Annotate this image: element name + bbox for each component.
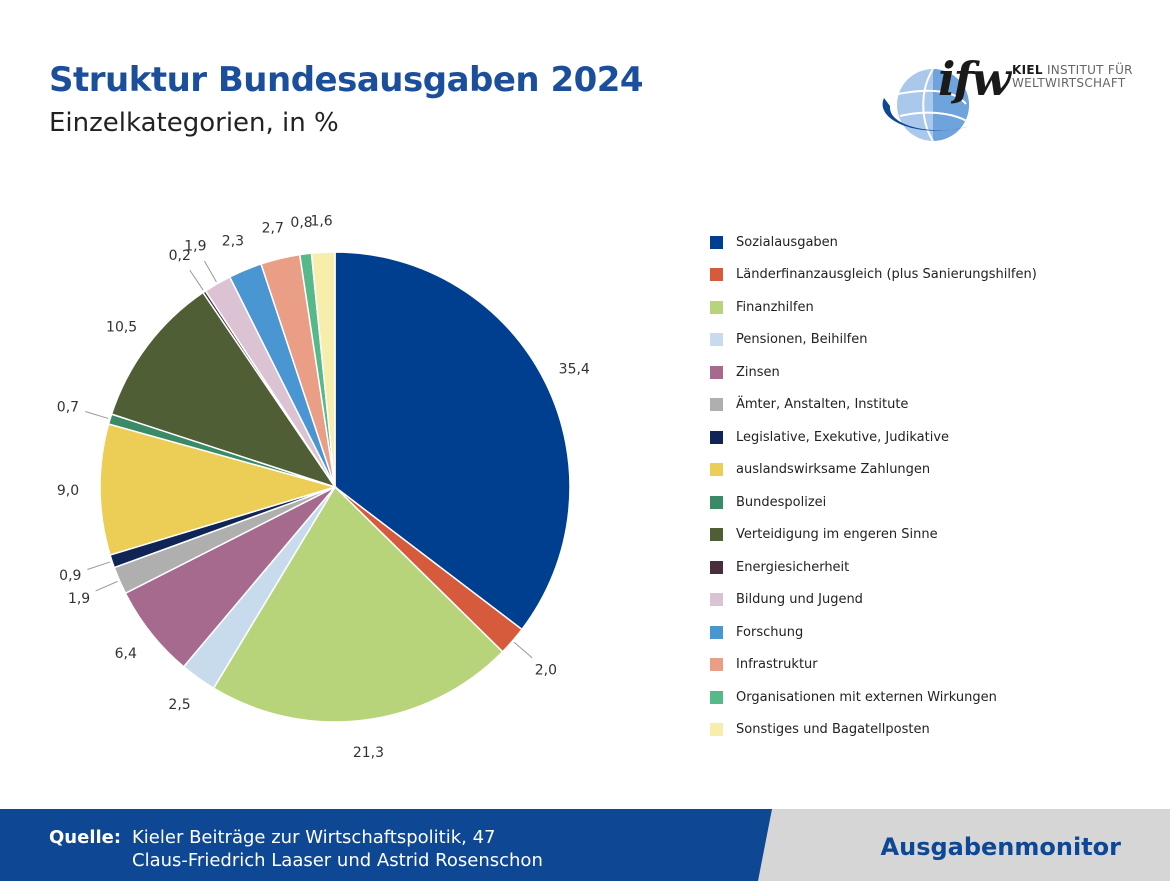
legend-label: Organisationen mit externen Wirkungen xyxy=(736,689,997,705)
leader-line xyxy=(85,411,109,419)
slice-value-label: 6,4 xyxy=(115,646,137,662)
legend-item: Legislative, Exekutive, Judikative xyxy=(710,421,1150,454)
chart-legend: Sozialausgaben Länderfinanzausgleich (plu… xyxy=(710,226,1150,746)
legend-swatch xyxy=(710,723,723,737)
legend-label: Sozialausgaben xyxy=(736,234,838,250)
source-line-2: Claus-Friedrich Laaser und Astrid Rosens… xyxy=(132,850,543,871)
legend-label: Bildung und Jugend xyxy=(736,592,863,608)
legend-label: Infrastruktur xyxy=(736,657,818,673)
slice-value-label: 10,5 xyxy=(106,319,137,335)
legend-swatch xyxy=(710,528,723,542)
pie-slice xyxy=(99,423,338,556)
legend-label: Ämter, Anstalten, Institute xyxy=(736,397,909,413)
slice-value-label: 2,5 xyxy=(168,697,190,713)
legend-label: Zinsen xyxy=(736,364,780,380)
chart-subtitle: Einzelkategorien, in % xyxy=(49,108,339,138)
leader-line xyxy=(87,561,111,570)
logo-mark: ifw xyxy=(938,52,1011,106)
legend-swatch xyxy=(710,300,723,314)
footer-bar: Quelle: Kieler Beiträge zur Wirtschaftsp… xyxy=(0,809,1170,881)
legend-item: Bildung und Jugend xyxy=(710,584,1150,617)
legend-swatch xyxy=(710,430,723,444)
legend-label: Legislative, Exekutive, Judikative xyxy=(736,429,950,445)
ifw-logo: ifw KIEL INSTITUT FÜR WELTWIRTSCHAFT xyxy=(878,50,1138,150)
slice-value-label: 1,9 xyxy=(68,591,90,607)
slice-value-label: 21,3 xyxy=(353,745,384,761)
legend-label: Forschung xyxy=(736,624,804,640)
legend-swatch xyxy=(710,625,723,639)
footer-source-panel: Quelle: Kieler Beiträge zur Wirtschaftsp… xyxy=(0,809,772,881)
legend-label: Sonstiges und Bagatellposten xyxy=(736,722,930,738)
brand-label: Ausgabenmonitor xyxy=(880,833,1121,861)
leader-line xyxy=(95,580,118,592)
legend-swatch xyxy=(710,235,723,249)
slice-value-label: 0,8 xyxy=(290,215,312,231)
legend-swatch xyxy=(710,398,723,412)
slice-value-label: 1,6 xyxy=(310,213,332,229)
slice-value-label: 0,7 xyxy=(57,399,79,415)
legend-swatch xyxy=(710,463,723,477)
pie-slice xyxy=(212,485,504,723)
legend-label: Verteidigung im engeren Sinne xyxy=(736,527,938,543)
legend-swatch xyxy=(710,333,723,347)
legend-item: Bundespolizei xyxy=(710,486,1150,519)
slice-value-label: 0,9 xyxy=(59,568,81,584)
legend-item: Länderfinanzausgleich (plus Sanierungshi… xyxy=(710,259,1150,292)
source-line-1: Kieler Beiträge zur Wirtschaftspolitik, … xyxy=(132,827,496,848)
slice-value-label: 2,7 xyxy=(262,220,284,236)
legend-item: Zinsen xyxy=(710,356,1150,389)
slice-value-label: 0,2 xyxy=(169,248,191,264)
logo-kiel: KIEL xyxy=(1012,63,1043,77)
legend-item: Energiesicherheit xyxy=(710,551,1150,584)
chart-title: Struktur Bundesausgaben 2024 xyxy=(49,60,644,100)
legend-swatch xyxy=(710,365,723,379)
legend-item: Pensionen, Beihilfen xyxy=(710,324,1150,357)
leader-line xyxy=(203,260,217,283)
slice-value-label: 2,0 xyxy=(535,663,557,679)
logo-weltwirtschaft: WELTWIRTSCHAFT xyxy=(1012,76,1126,90)
logo-institut: INSTITUT FÜR xyxy=(1046,63,1133,77)
legend-swatch xyxy=(710,658,723,672)
pie-slice xyxy=(310,251,336,488)
pie-slice xyxy=(334,251,571,631)
leader-line xyxy=(189,269,204,291)
legend-swatch xyxy=(710,593,723,607)
legend-item: Organisationen mit externen Wirkungen xyxy=(710,681,1150,714)
legend-item: Verteidigung im engeren Sinne xyxy=(710,519,1150,552)
pie-slice xyxy=(110,291,337,489)
legend-item: Finanzhilfen xyxy=(710,291,1150,324)
legend-item: Forschung xyxy=(710,616,1150,649)
legend-swatch xyxy=(710,268,723,282)
slice-value-label: 9,0 xyxy=(57,483,79,499)
legend-item: Sozialausgaben xyxy=(710,226,1150,259)
legend-item: auslandswirksame Zahlungen xyxy=(710,454,1150,487)
pie-chart: 35,42,021,32,56,41,90,99,00,710,50,21,9 2… xyxy=(57,213,590,761)
legend-item: Sonstiges und Bagatellposten xyxy=(710,714,1150,747)
legend-label: Pensionen, Beihilfen xyxy=(736,332,868,348)
legend-label: auslandswirksame Zahlungen xyxy=(736,462,931,478)
legend-label: Bundespolizei xyxy=(736,494,827,510)
source-label: Quelle: xyxy=(49,827,122,848)
legend-swatch xyxy=(710,495,723,509)
legend-swatch xyxy=(710,560,723,574)
legend-label: Finanzhilfen xyxy=(736,299,814,315)
slice-value-label: 2,3 xyxy=(222,233,244,249)
globe-icon xyxy=(882,68,970,142)
legend-label: Länderfinanzausgleich (plus Sanierungshi… xyxy=(736,267,1037,283)
slice-value-label: 1,9 xyxy=(184,238,206,254)
legend-label: Energiesicherheit xyxy=(736,559,850,575)
legend-swatch xyxy=(710,690,723,704)
slice-value-label: 35,4 xyxy=(559,362,590,378)
leader-line xyxy=(513,641,533,659)
logo-text: KIEL INSTITUT FÜR WELTWIRTSCHAFT xyxy=(1012,64,1133,90)
legend-item: Ämter, Anstalten, Institute xyxy=(710,389,1150,422)
legend-item: Infrastruktur xyxy=(710,649,1150,682)
